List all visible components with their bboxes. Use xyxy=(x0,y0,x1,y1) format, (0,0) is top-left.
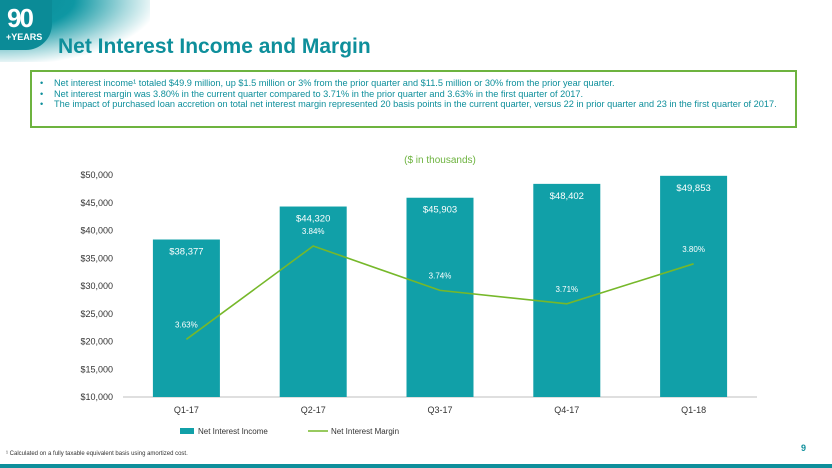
bar-net-interest-income xyxy=(660,175,728,397)
legend-label-net-interest-income: Net Interest Income xyxy=(198,427,268,436)
logo-subtitle: +YEARS xyxy=(6,32,43,42)
chart-title: ($ in thousands) xyxy=(404,155,476,166)
bullet-loan-accretion: The impact of purchased loan accretion o… xyxy=(40,99,785,110)
y-tick-label: $50,000 xyxy=(80,170,113,180)
bar-net-interest-income xyxy=(279,206,347,397)
bar-net-interest-income xyxy=(152,239,220,397)
margin-value-label: 3.74% xyxy=(429,271,452,280)
bar-value-label: $45,903 xyxy=(423,205,457,216)
x-tick-label: Q1-18 xyxy=(681,405,706,415)
margin-value-label: 3.71% xyxy=(555,285,578,294)
summary-box: Net interest income¹ totaled $49.9 milli… xyxy=(30,70,797,128)
logo-number: 90 xyxy=(7,3,34,33)
y-tick-label: $10,000 xyxy=(80,392,113,402)
y-tick-label: $20,000 xyxy=(80,337,113,347)
bullet-net-interest-margin: Net interest margin was 3.80% in the cur… xyxy=(40,89,785,100)
bullet-net-interest-income: Net interest income¹ totaled $49.9 milli… xyxy=(40,78,785,89)
x-tick-label: Q2-17 xyxy=(301,405,326,415)
bottom-accent-bar xyxy=(0,464,832,468)
legend-label-net-interest-margin: Net Interest Margin xyxy=(331,427,399,436)
y-tick-label: $30,000 xyxy=(80,281,113,291)
x-tick-label: Q4-17 xyxy=(554,405,579,415)
x-tick-label: Q3-17 xyxy=(427,405,452,415)
y-tick-label: $25,000 xyxy=(80,309,113,319)
footnote: ¹ Calculated on a fully taxable equivale… xyxy=(6,451,188,457)
line-net-interest-margin xyxy=(185,245,694,340)
y-tick-label: $40,000 xyxy=(80,226,113,236)
legend-swatch-net-interest-income xyxy=(180,428,194,434)
bar-value-label: $49,853 xyxy=(676,183,710,194)
bar-value-label: $38,377 xyxy=(169,247,203,258)
page-title: Net Interest Income and Margin xyxy=(58,35,371,58)
bar-net-interest-income xyxy=(533,183,601,397)
bar-value-label: $48,402 xyxy=(550,191,584,202)
y-tick-label: $45,000 xyxy=(80,198,113,208)
page-number: 9 xyxy=(800,443,806,453)
y-tick-label: $15,000 xyxy=(80,364,113,374)
bar-net-interest-income xyxy=(406,197,474,397)
company-logo: 90 +YEARS xyxy=(0,0,52,50)
bar-value-label: $44,320 xyxy=(296,214,330,225)
y-tick-label: $35,000 xyxy=(80,253,113,263)
margin-value-label: 3.80% xyxy=(682,245,705,254)
margin-value-label: 3.84% xyxy=(302,227,325,236)
margin-value-label: 3.63% xyxy=(175,320,198,329)
x-tick-label: Q1-17 xyxy=(174,405,199,415)
